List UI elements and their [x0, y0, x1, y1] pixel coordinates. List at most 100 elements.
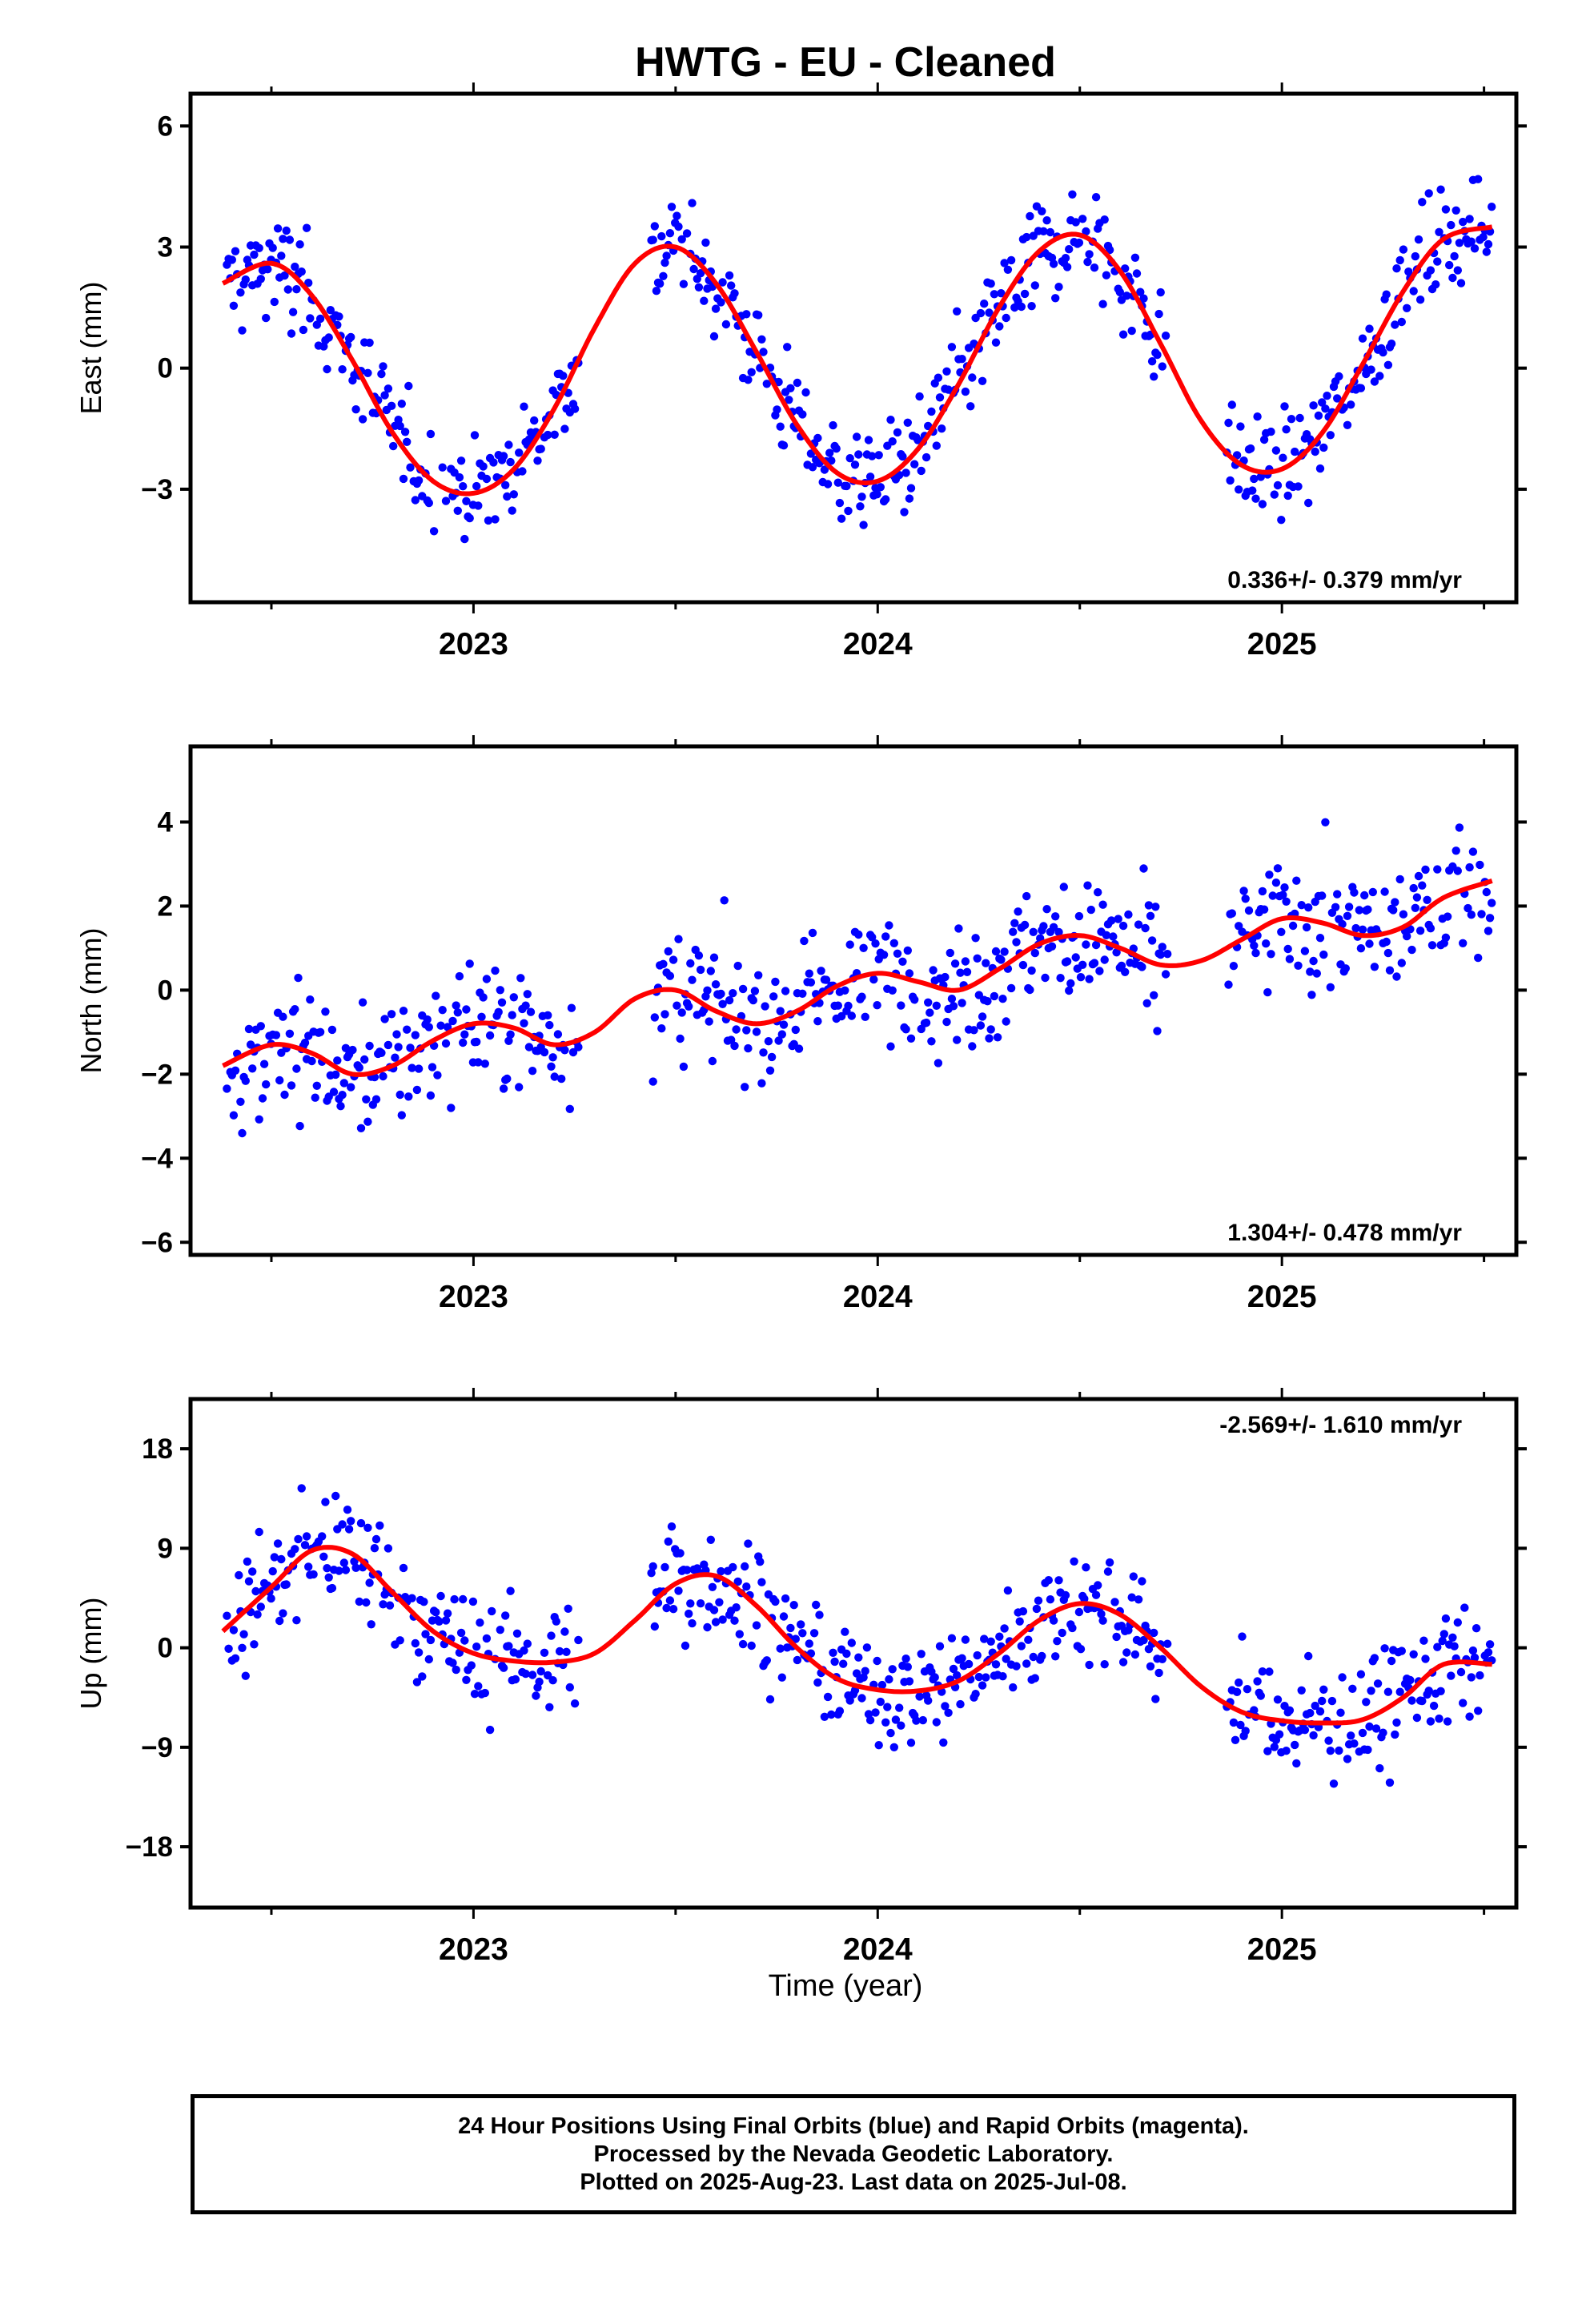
data-point	[319, 1552, 328, 1562]
data-point	[1012, 938, 1021, 947]
data-point	[560, 1627, 569, 1636]
data-point	[757, 335, 766, 344]
data-point	[1350, 888, 1359, 897]
data-point	[362, 1095, 371, 1104]
data-point	[412, 1678, 422, 1687]
data-point	[841, 986, 849, 995]
data-point	[1319, 950, 1328, 959]
data-point	[479, 462, 488, 471]
data-point	[771, 977, 780, 987]
data-point	[426, 429, 436, 439]
data-point	[781, 1594, 790, 1603]
data-point	[932, 1718, 942, 1727]
data-point	[1459, 1699, 1468, 1707]
data-point	[327, 1583, 337, 1593]
data-point	[535, 1677, 544, 1687]
data-point	[408, 1063, 416, 1072]
data-point	[1051, 912, 1060, 921]
data-point	[520, 1019, 528, 1028]
data-point	[399, 1563, 408, 1573]
data-point	[1010, 303, 1019, 312]
data-point	[1003, 265, 1013, 274]
data-point	[876, 483, 885, 492]
data-points	[223, 818, 1496, 1138]
data-point	[1447, 1671, 1456, 1680]
data-point	[1002, 1017, 1010, 1026]
data-point	[1243, 1685, 1252, 1694]
data-point	[477, 1012, 486, 1022]
data-point	[560, 424, 569, 433]
x-tick-label: 2025	[1247, 627, 1317, 661]
data-point	[901, 1025, 910, 1034]
data-point	[1389, 906, 1398, 915]
data-point	[1030, 948, 1040, 958]
data-point	[764, 1037, 773, 1046]
data-point	[798, 410, 807, 419]
data-point	[229, 1626, 239, 1634]
data-point	[1439, 1630, 1449, 1638]
data-point	[1465, 1712, 1474, 1721]
data-point	[1147, 936, 1157, 945]
data-point	[436, 1591, 445, 1601]
data-point	[1270, 1743, 1279, 1751]
data-point	[832, 444, 841, 453]
data-point	[1112, 948, 1121, 957]
data-point	[1041, 973, 1050, 983]
data-point	[335, 312, 343, 321]
data-point	[1138, 963, 1146, 971]
data-point	[1445, 260, 1454, 270]
data-point	[480, 1059, 489, 1068]
data-point	[1484, 1648, 1493, 1657]
data-point	[389, 441, 398, 451]
data-point	[1229, 1718, 1239, 1727]
data-point	[509, 490, 518, 499]
data-point	[912, 1716, 921, 1725]
data-point	[711, 304, 721, 313]
data-point	[998, 995, 1007, 1003]
data-point	[309, 1570, 318, 1579]
data-point	[1277, 516, 1286, 525]
y-tick-label: 4	[158, 806, 174, 838]
data-point	[256, 1022, 265, 1031]
data-point	[793, 1655, 802, 1665]
data-point	[1262, 939, 1271, 948]
data-point	[657, 1024, 666, 1033]
data-point	[1054, 283, 1063, 292]
data-point	[1248, 486, 1257, 495]
data-point	[1146, 1662, 1155, 1671]
data-point	[1315, 934, 1325, 943]
data-point	[949, 1664, 958, 1674]
data-point	[491, 515, 500, 524]
data-point	[462, 497, 471, 505]
data-point	[1090, 263, 1099, 272]
data-point	[961, 957, 970, 966]
data-point	[961, 1635, 970, 1644]
data-point	[565, 1104, 574, 1114]
data-point	[947, 343, 957, 352]
data-point	[550, 1072, 559, 1081]
data-point	[893, 949, 902, 959]
data-point	[312, 320, 321, 329]
data-point	[921, 452, 931, 462]
data-point	[717, 298, 725, 307]
data-point	[489, 458, 498, 467]
data-point	[852, 432, 861, 441]
data-point	[785, 396, 793, 404]
data-point	[504, 440, 513, 449]
data-point	[1382, 290, 1391, 299]
data-point	[1447, 220, 1456, 230]
data-point	[656, 279, 665, 288]
data-point	[267, 1594, 275, 1603]
data-point	[465, 513, 474, 523]
data-point	[462, 1005, 471, 1014]
data-point	[1029, 927, 1038, 937]
data-point	[1085, 975, 1094, 983]
data-point	[459, 1038, 468, 1047]
data-point	[762, 380, 771, 388]
data-point	[813, 1017, 822, 1026]
data-point	[348, 1045, 357, 1055]
model-curve	[222, 879, 1493, 1077]
data-point	[877, 1680, 887, 1690]
data-point	[901, 1655, 910, 1663]
data-point	[1360, 891, 1369, 900]
